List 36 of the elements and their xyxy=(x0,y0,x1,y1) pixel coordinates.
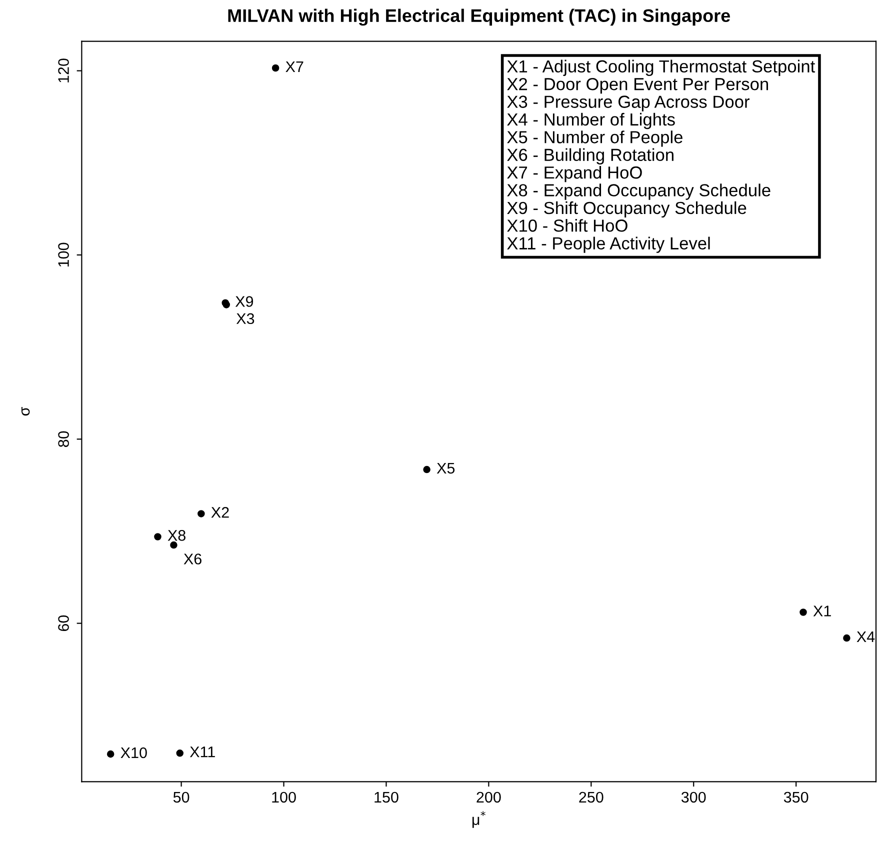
series-label: X4 xyxy=(856,631,875,642)
x-tick-label: 100 xyxy=(272,792,296,803)
annotation: X1 - Adjust Cooling Thermostat Setpoint xyxy=(507,60,816,76)
x-tick-label: 250 xyxy=(579,792,604,803)
x-tick-label: 50 xyxy=(173,792,190,803)
x-tick-label: 200 xyxy=(476,792,501,803)
annotation: X10 - Shift HoO xyxy=(507,219,628,232)
x-tick-label: 350 xyxy=(784,792,808,803)
chart-title: MILVAN with High Electrical Equipment (TAC) in Singapore xyxy=(228,8,730,26)
x-tick-label: 150 xyxy=(374,792,398,803)
annotation: X11 - People Activity Level xyxy=(507,236,710,253)
x-tick-label: 300 xyxy=(681,792,706,803)
series-label: X10 xyxy=(120,747,147,758)
annotation: X5 - Number of People xyxy=(507,130,682,147)
series-label: X11 xyxy=(190,746,215,758)
y-tick-label: 120 xyxy=(58,58,69,82)
series-label: X3 xyxy=(236,313,254,324)
y-axis-title: σ xyxy=(21,407,30,416)
series-label: X9 xyxy=(235,296,254,307)
y-tick-label: 80 xyxy=(58,431,69,447)
annotation: X2 - Door Open Event Per Person xyxy=(507,78,768,94)
annotation: X9 - Shift Occupancy Schedule xyxy=(507,201,746,218)
series-label: X5 xyxy=(436,462,455,474)
x-axis-title: μ$^{*}$ xyxy=(472,811,486,828)
series-label: X6 xyxy=(184,554,202,564)
series-label: X8 xyxy=(168,530,186,541)
y-tick-label: 60 xyxy=(58,615,69,632)
annotation: X6 - Building Rotation xyxy=(507,148,674,164)
series-label: X1 xyxy=(813,606,831,616)
y-tick-label: 100 xyxy=(58,242,69,267)
annotation: X3 - Pressure Gap Across Door xyxy=(507,96,750,112)
series-label: X7 xyxy=(286,61,304,72)
annotation: X8 - Expand Occupancy Schedule xyxy=(507,184,770,200)
annotation: X7 - Expand HoO xyxy=(507,166,642,182)
series-label: X2 xyxy=(211,507,229,518)
annotation: X4 - Number of Lights xyxy=(507,112,675,130)
